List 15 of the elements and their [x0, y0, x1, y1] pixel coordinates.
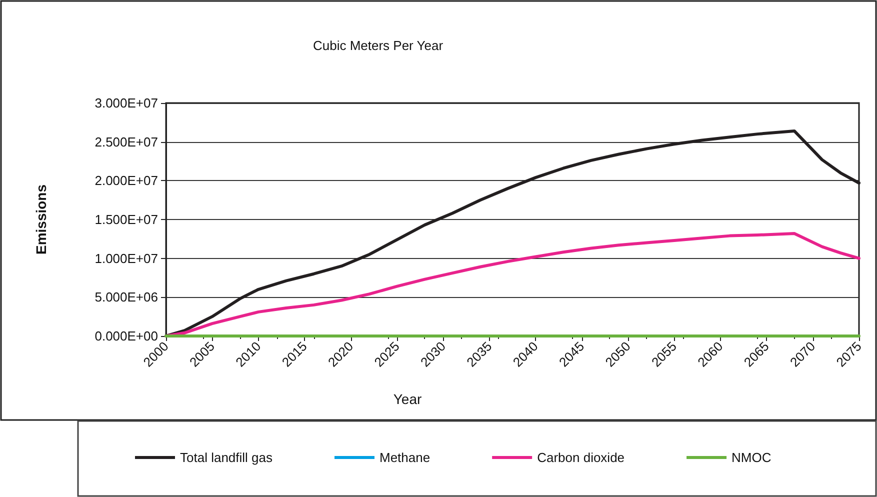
legend-label: NMOC — [732, 450, 772, 465]
y-tick-label: 5.000E+06 — [94, 290, 158, 305]
line-series — [164, 232, 860, 338]
legend-label: Carbon dioxide — [537, 450, 625, 465]
chart-title: Cubic Meters Per Year — [312, 38, 444, 53]
y-tick-label: 1.500E+07 — [94, 212, 158, 227]
y-tick-label: 2.000E+07 — [94, 173, 158, 188]
y-axis-title: Emissions — [33, 184, 49, 255]
y-tick-label: 1.000E+07 — [94, 250, 158, 266]
y-tick-label: 3.000E+07 — [94, 96, 158, 110]
legend-label: Total landfill gas — [180, 450, 273, 465]
y-tick-label: 2.500E+07 — [94, 134, 158, 150]
y-tick-label: 0.000E+00 — [94, 328, 158, 344]
x-axis-title: Year — [393, 391, 422, 407]
legend-label: Methane — [380, 450, 430, 465]
